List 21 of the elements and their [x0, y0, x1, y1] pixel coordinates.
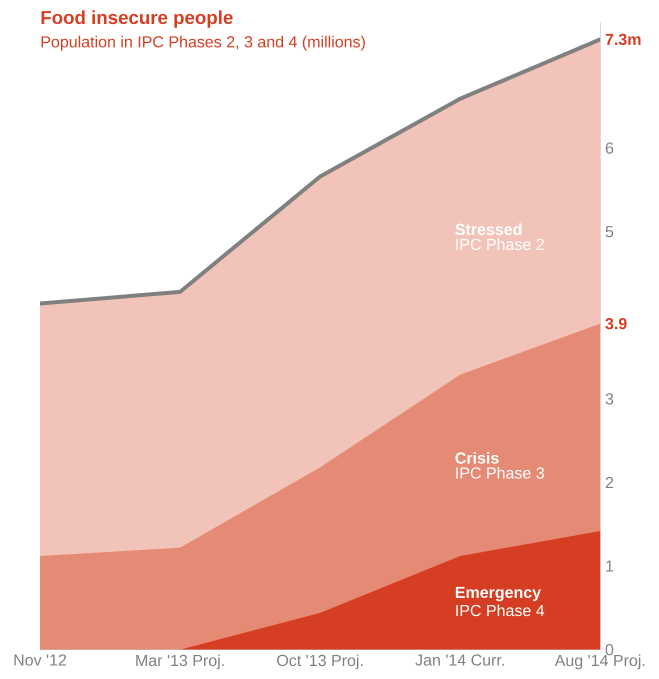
x-tick-label: Mar '13 Proj. — [136, 654, 224, 670]
y-tick-label: 7.3m — [606, 34, 640, 46]
y-tick-label: 0 — [606, 644, 614, 656]
y-tick-label: 3.9 — [605, 318, 627, 330]
x-tick-label: Nov '12 — [14, 654, 66, 666]
y-tick-label: 6 — [606, 142, 614, 154]
x-tick-label: Aug '14 Proj. — [554, 654, 644, 670]
chart-title: Food insecure people — [42, 10, 233, 28]
y-tick-label: 2 — [606, 476, 614, 488]
y-tick-label: 3 — [606, 393, 614, 405]
series-label: Stressed — [455, 223, 522, 236]
x-tick-label: Oct '13 Proj. — [277, 654, 362, 670]
annotation: IPC Phase 4 — [456, 604, 544, 616]
y-tick-label: 1 — [606, 560, 614, 572]
y-tick-label: 5 — [606, 226, 614, 238]
series-label: Emergency — [456, 586, 542, 602]
x-tick-label: Jan '14 Curr. — [415, 654, 504, 666]
series-label: Crisis — [455, 452, 499, 464]
annotation: IPC Phase 2 — [456, 238, 544, 250]
annotation: IPC Phase 3 — [456, 466, 544, 479]
text: Population in IPC Phases 2, 3 and 4 (millions) — [42, 36, 365, 51]
